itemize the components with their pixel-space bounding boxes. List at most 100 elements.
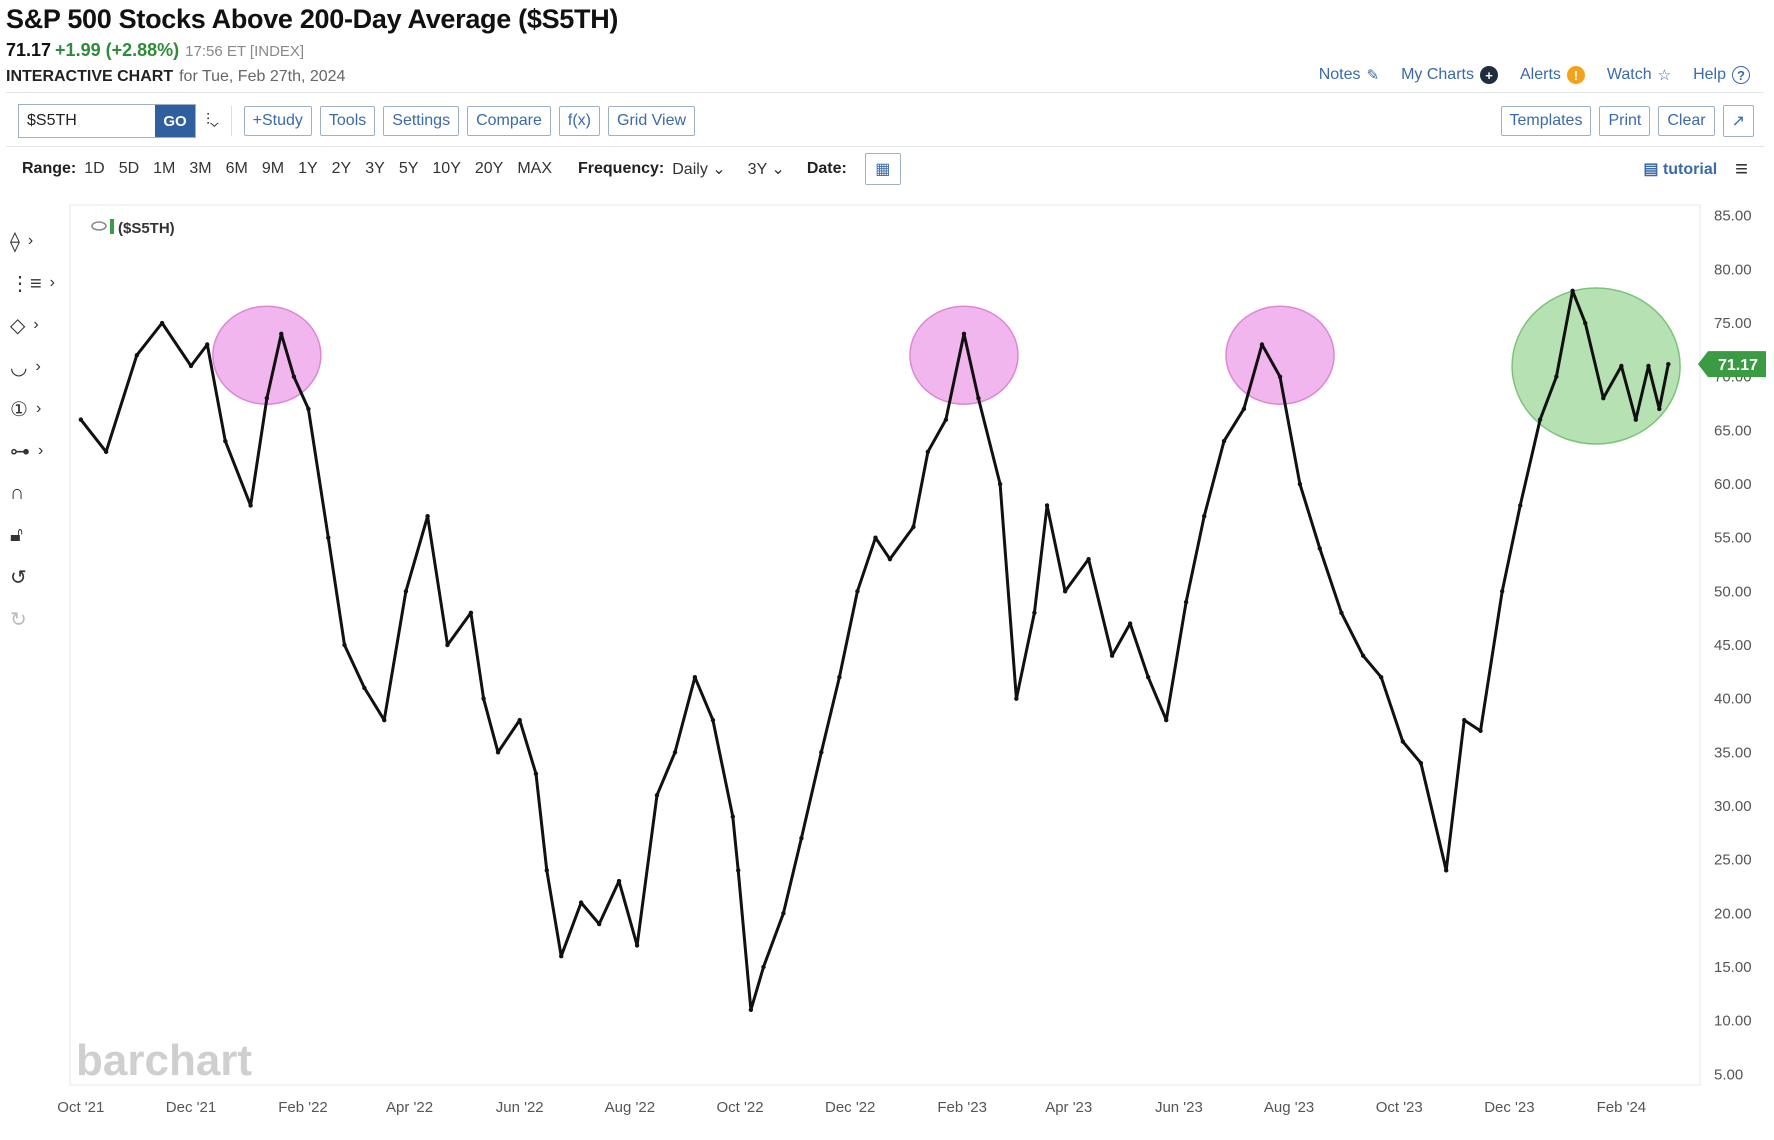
x-tick-label: Jun '22 [496,1099,544,1116]
notes-link[interactable]: Notes ✎ [1319,66,1379,84]
range-9m[interactable]: 9M [261,160,285,177]
frequency-value: Daily [672,161,708,178]
range-2y[interactable]: 2Y [331,160,352,177]
symbol-input[interactable] [19,105,155,137]
data-point [1044,503,1050,508]
watch-label: Watch [1606,66,1652,83]
watch-link[interactable]: Watch ☆ [1607,66,1671,84]
data-point [692,674,698,680]
magnet-icon[interactable]: ∩ [10,481,25,504]
shapes-icon[interactable]: ◇ › [10,314,39,337]
data-point [78,417,84,422]
settings-button[interactable]: Settings [383,106,460,136]
help-link[interactable]: Help? [1693,66,1750,84]
x-tick-label: Dec '22 [825,1099,875,1116]
x-tick-label: Feb '22 [278,1099,328,1116]
divider [6,92,1764,93]
tutorial-label: tutorial [1662,161,1718,178]
data-point [1339,610,1344,616]
grid-view-button[interactable]: Grid View [608,106,696,136]
data-point [362,685,367,691]
data-point [887,556,893,562]
data-point [533,771,539,776]
x-tick-label: Aug '23 [1264,1099,1314,1116]
undo-icon[interactable]: ↺ [10,566,27,589]
y-tick-label: 10.00 [1714,1013,1752,1030]
data-point [976,395,981,401]
frequency-select[interactable]: Daily ⌄ [672,159,725,179]
range-6m[interactable]: 6M [225,160,248,177]
alerts-label: Alerts [1519,66,1561,83]
y-tick-label: 30.00 [1714,798,1752,815]
date-label: Date: [806,160,847,177]
templates-button[interactable]: Templates [1500,106,1592,136]
data-point [134,353,140,358]
period-select[interactable]: 3Y ⌄ [748,159,785,179]
x-tick-label: Oct '23 [1376,1099,1423,1116]
plot-frame [69,204,1701,1086]
y-tick-label: 5.00 [1714,1066,1743,1083]
data-point [855,589,860,594]
data-point [819,750,824,755]
counter-icon[interactable]: ① › [10,398,42,421]
data-point [382,717,387,723]
data-point [223,438,228,444]
data-point [736,868,741,873]
data-point [1601,395,1606,401]
alerts-link[interactable]: Alerts! [1520,66,1585,84]
y-tick-label: 25.00 [1714,852,1752,869]
data-point [1317,546,1322,551]
data-point [559,954,564,959]
data-point [1583,320,1588,326]
fx-button[interactable]: f(x) [558,106,600,136]
range-5y[interactable]: 5Y [398,160,419,177]
range-max[interactable]: MAX [517,160,552,177]
data-point [103,449,109,455]
curve-icon[interactable]: ◡ › [10,356,41,379]
range-1d[interactable]: 1D [84,160,105,177]
chevron-down-icon: ⌄ [712,161,726,178]
range-3y[interactable]: 3Y [365,160,385,177]
clear-button[interactable]: Clear [1658,106,1715,136]
y-axis: 5.00 10.00 15.00 20.00 25.00 30.00 35.00 40.00 4… [1714,208,1752,1084]
range-1y[interactable]: 1Y [298,160,318,177]
range-3m[interactable]: 3M [189,160,212,177]
data-point [1297,481,1303,487]
fib-icon[interactable]: ⊶ › [10,440,44,463]
crosshair-icon[interactable]: ⟠ › [10,230,34,253]
redo-icon[interactable]: ↻ [10,608,27,631]
hamburger-menu-icon[interactable]: ≡ [1735,156,1748,181]
data-point [1183,599,1189,605]
range-5d[interactable]: 5D [118,160,140,177]
data-point [654,793,660,798]
tools-button[interactable]: Tools [319,106,376,136]
data-point [248,503,253,508]
period-value: 3Y [747,161,767,178]
compare-button[interactable]: Compare [467,106,551,136]
calendar-icon[interactable]: ▦ [864,153,901,185]
data-point [1619,363,1624,369]
range-10y[interactable]: 10Y [432,160,461,177]
tutorial-link[interactable]: ▤ tutorial [1643,159,1717,179]
eye-icon[interactable] [91,221,107,231]
expand-icon[interactable]: ↗ [1722,105,1754,137]
trendline-icon[interactable]: ⋮≡ › [10,272,55,295]
legend-label: ($S5TH) [118,220,175,237]
study-button[interactable]: +Study [243,106,312,136]
print-button[interactable]: Print [1599,106,1651,136]
candlestick-icon[interactable]: ⫶⌄ [206,112,219,129]
y-tick-label: 50.00 [1714,583,1752,600]
notes-label: Notes [1318,66,1361,83]
y-tick-label: 35.00 [1714,744,1752,761]
x-tick-label: Oct '22 [717,1099,764,1116]
lock-icon[interactable]: 🔓︎ [10,523,23,546]
data-point [1646,363,1651,369]
go-button[interactable]: GO [155,105,195,137]
data-point [291,374,297,379]
data-point [1127,621,1133,626]
my-charts-link[interactable]: My Charts + [1401,66,1498,84]
series-layer [78,288,1671,1013]
range-20y[interactable]: 20Y [474,160,504,177]
range-1m[interactable]: 1M [153,160,176,177]
